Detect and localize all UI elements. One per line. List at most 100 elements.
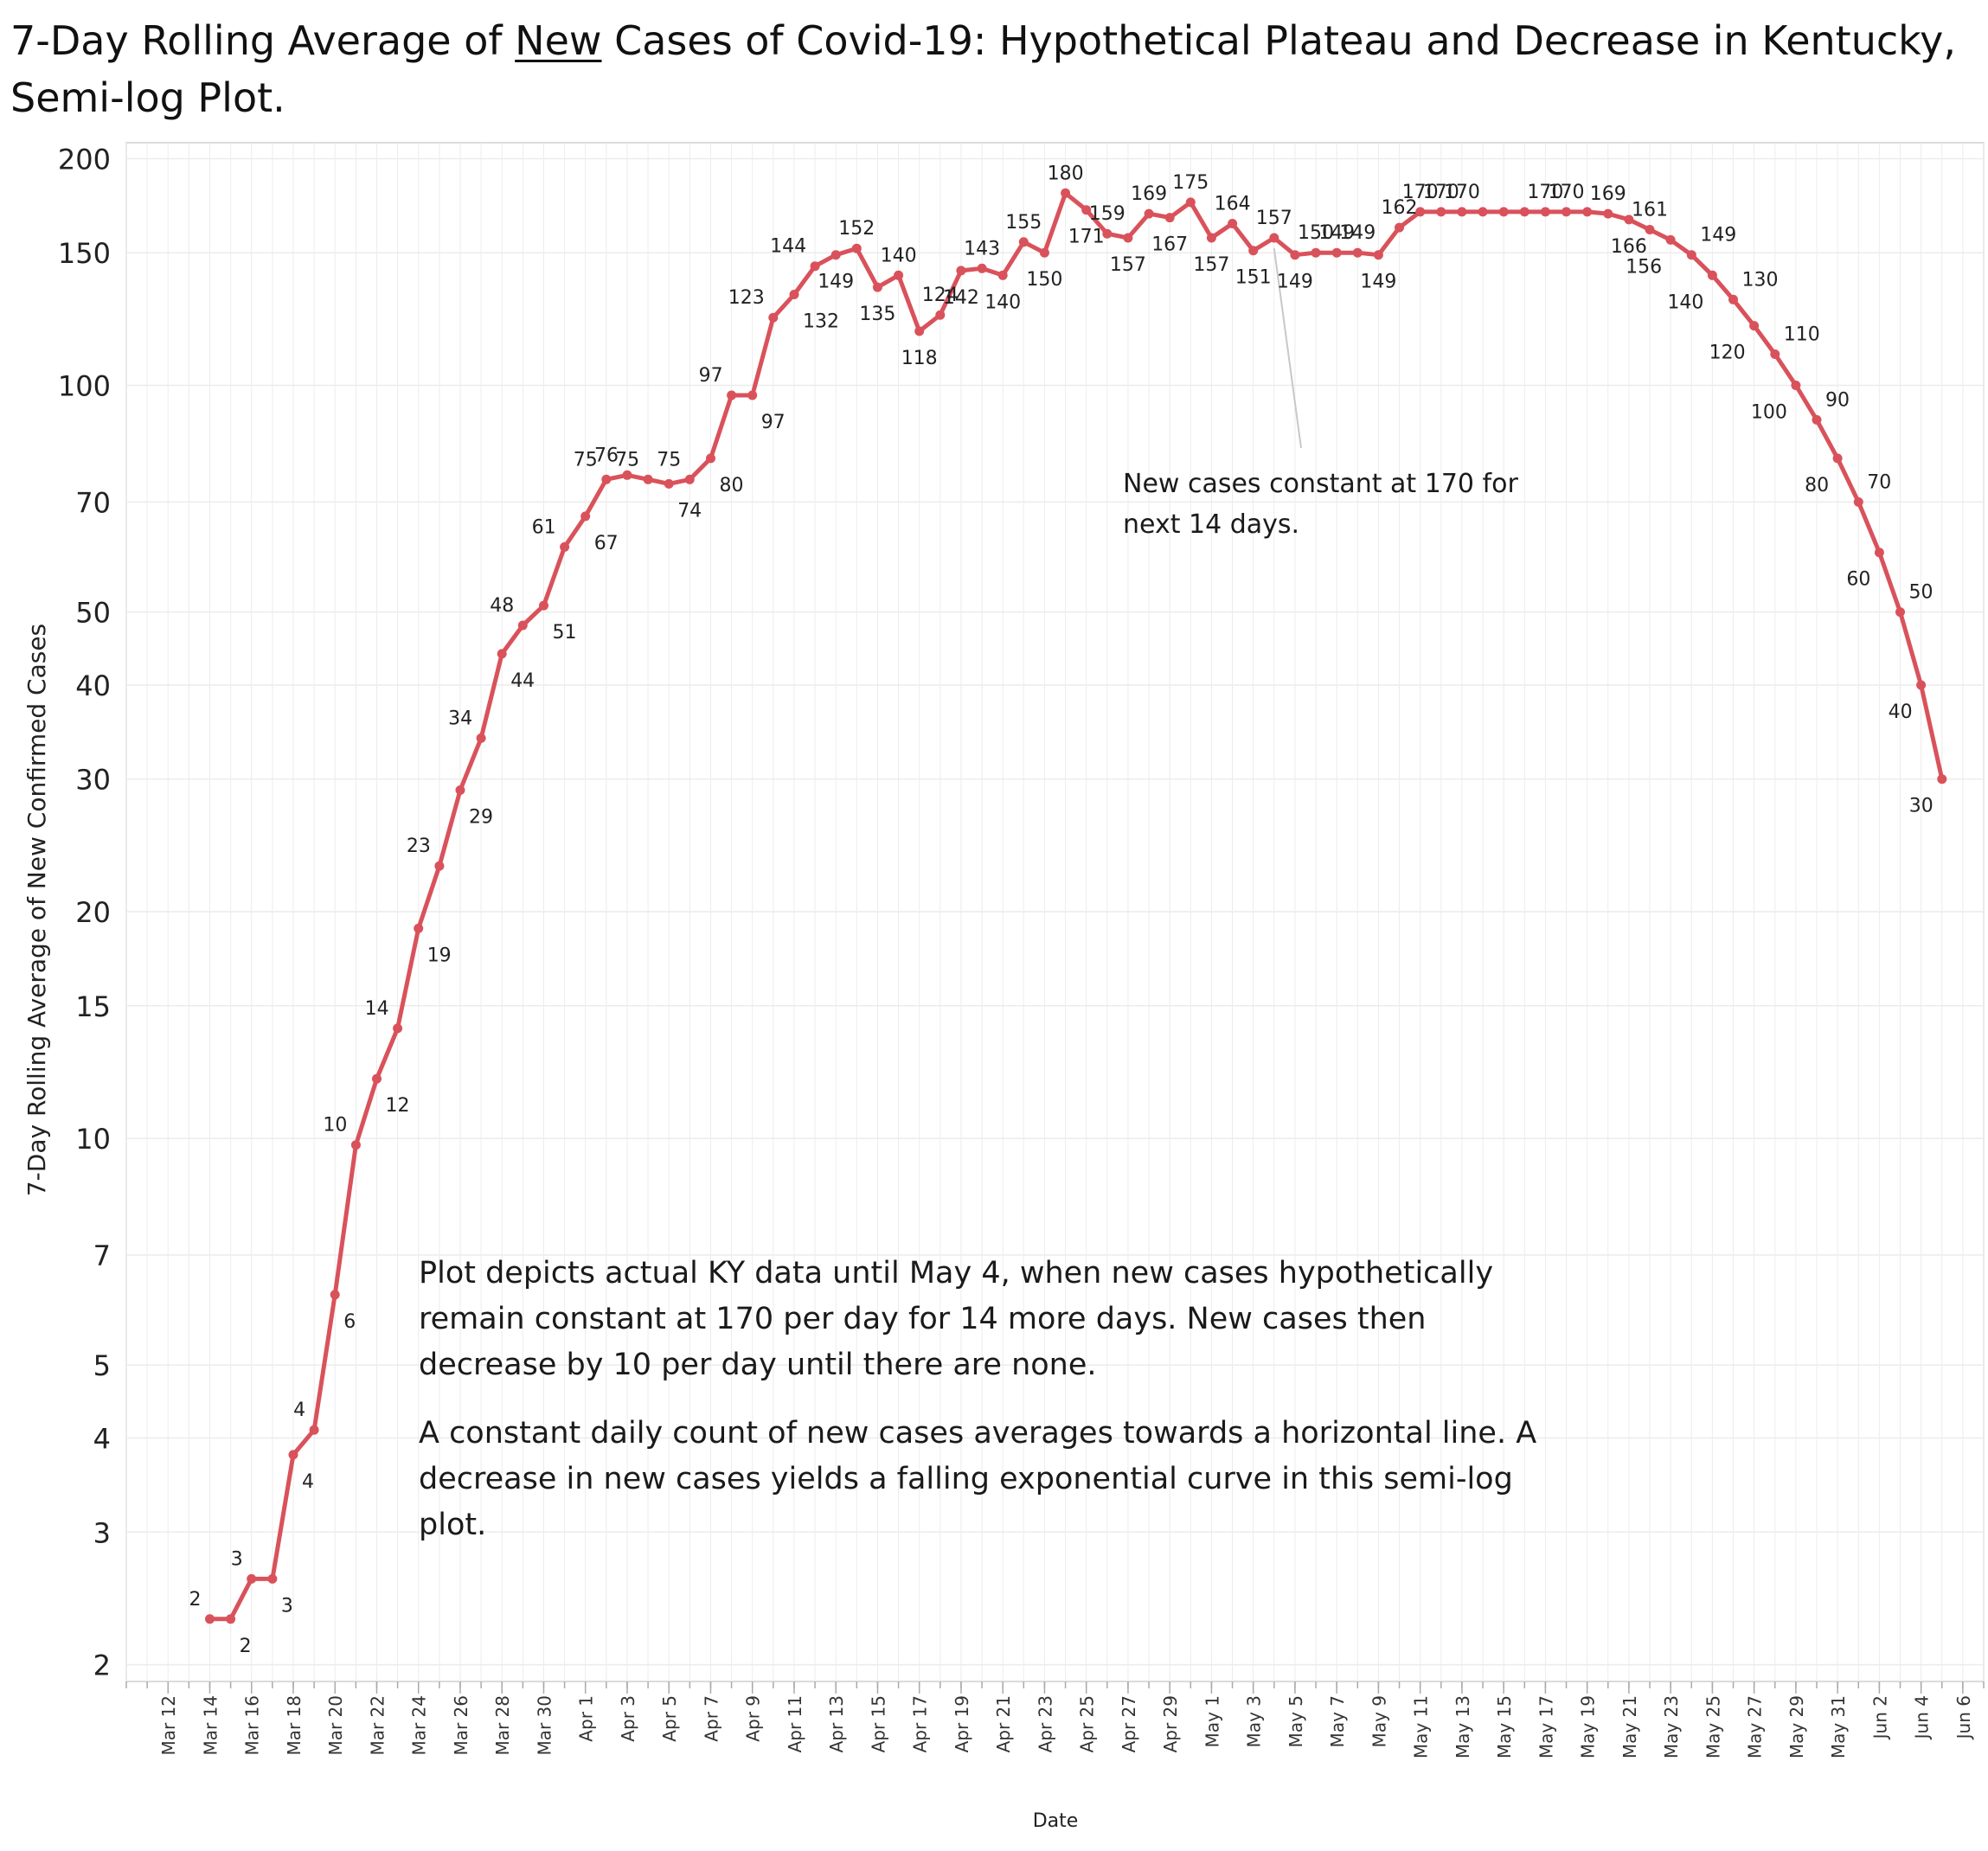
data-point	[935, 310, 946, 320]
data-label: 157	[1193, 254, 1229, 276]
data-label: 10	[323, 1115, 347, 1137]
data-label: 157	[1256, 208, 1292, 229]
y-tick-label: 150	[58, 237, 111, 270]
data-label: 80	[1805, 475, 1829, 496]
data-point	[434, 861, 445, 871]
data-point	[1853, 496, 1863, 507]
x-tick-label: May 29	[1786, 1695, 1807, 1758]
y-tick-label: 4	[93, 1423, 111, 1456]
y-tick-label: 50	[75, 597, 111, 630]
data-label: 169	[1590, 183, 1626, 205]
series-new-cases	[205, 188, 1947, 1624]
x-tick-label: Apr 25	[1077, 1695, 1098, 1752]
data-point	[372, 1073, 382, 1084]
data-point	[539, 600, 548, 611]
data-label: 75	[657, 449, 681, 471]
data-label: 110	[1784, 324, 1820, 346]
data-point	[1311, 247, 1321, 258]
x-tick-label: May 17	[1536, 1695, 1556, 1758]
data-label: 50	[1909, 582, 1933, 604]
data-label: 175	[1172, 172, 1209, 194]
x-tick-label: Apr 3	[618, 1695, 638, 1742]
data-point	[810, 261, 820, 272]
data-point	[205, 1614, 215, 1624]
point-labels: 2233446101214192329344448516167757675747…	[189, 163, 1933, 1657]
data-label: 170	[1549, 182, 1585, 203]
x-tick-label: May 19	[1578, 1695, 1599, 1758]
data-point	[1562, 207, 1571, 217]
data-point	[1144, 208, 1154, 219]
x-tick-label: Mar 28	[492, 1695, 513, 1756]
data-point	[1645, 225, 1655, 234]
data-label: 34	[448, 708, 472, 729]
data-point	[872, 282, 882, 292]
x-tick-label: May 25	[1703, 1695, 1723, 1758]
x-axis-label: Date	[1033, 1810, 1079, 1832]
data-point	[684, 474, 695, 484]
data-label: 155	[1005, 212, 1042, 234]
title-prefix: 7-Day Rolling Average of	[10, 17, 516, 64]
y-tick-label: 100	[58, 370, 111, 403]
data-point	[789, 290, 799, 299]
x-tick-label: Apr 19	[952, 1695, 972, 1752]
x-tick-label: Mar 18	[284, 1695, 305, 1756]
data-point	[1791, 381, 1801, 390]
annotation-leader	[1273, 247, 1302, 449]
data-label: 75	[615, 449, 639, 471]
note-paragraph-2: A constant daily count of new cases aver…	[419, 1416, 1537, 1542]
data-point	[1582, 207, 1593, 217]
data-point	[560, 541, 570, 552]
data-point	[1061, 188, 1071, 198]
data-label: 140	[881, 245, 917, 266]
data-label: 135	[859, 304, 895, 325]
data-point	[1164, 213, 1175, 223]
y-axis-label: 7-Day Rolling Average of New Confirmed C…	[22, 624, 51, 1196]
data-label: 130	[1742, 269, 1779, 291]
data-label: 19	[427, 945, 452, 966]
data-label: 149	[1339, 222, 1376, 244]
title-emphasis: New	[515, 17, 602, 64]
x-tick-label: Apr 15	[868, 1695, 888, 1752]
explanation-note: Plot depicts actual KY data until May 4,…	[419, 1251, 1543, 1571]
x-tick-label: Apr 11	[785, 1695, 805, 1752]
data-label: 74	[677, 500, 702, 522]
x-tick-label: Apr 17	[910, 1695, 931, 1752]
x-tick-label: Mar 16	[242, 1695, 263, 1756]
x-tick-label: Apr 5	[659, 1695, 680, 1742]
data-label: 12	[386, 1095, 410, 1117]
data-point	[1331, 247, 1342, 258]
data-point	[288, 1450, 298, 1460]
data-label: 170	[1444, 182, 1480, 203]
data-point	[1123, 233, 1133, 243]
data-label: 142	[943, 287, 979, 309]
data-label: 156	[1626, 256, 1662, 278]
data-point	[1540, 207, 1550, 217]
data-label: 171	[1068, 227, 1105, 248]
data-label: 157	[1110, 254, 1146, 276]
data-label: 3	[231, 1548, 243, 1570]
data-point	[1895, 607, 1905, 618]
data-point	[1728, 294, 1738, 304]
x-tick-label: May 7	[1327, 1695, 1348, 1747]
data-point	[747, 390, 758, 400]
title-suffix: Cases of Covid-19: Hypothetical Plateau …	[10, 17, 1956, 121]
data-label: 75	[574, 449, 598, 471]
x-tick-label: May 21	[1619, 1695, 1640, 1758]
note-paragraph-1: Plot depicts actual KY data until May 4,…	[419, 1256, 1494, 1382]
data-label: 70	[1867, 471, 1891, 493]
data-point	[1018, 237, 1029, 247]
data-point	[1874, 548, 1884, 558]
data-point	[1081, 205, 1092, 215]
data-label: 170	[1423, 182, 1459, 203]
data-label: 23	[407, 836, 431, 857]
data-point	[1436, 207, 1446, 217]
y-tick-label: 10	[75, 1123, 111, 1156]
chart-title: 7-Day Rolling Average of New Cases of Co…	[10, 12, 1974, 126]
data-label: 124	[922, 285, 959, 306]
data-point	[1206, 233, 1216, 243]
x-tick-label: Mar 14	[200, 1695, 221, 1756]
x-tick-label: Apr 1	[576, 1695, 597, 1742]
data-point	[914, 326, 925, 336]
